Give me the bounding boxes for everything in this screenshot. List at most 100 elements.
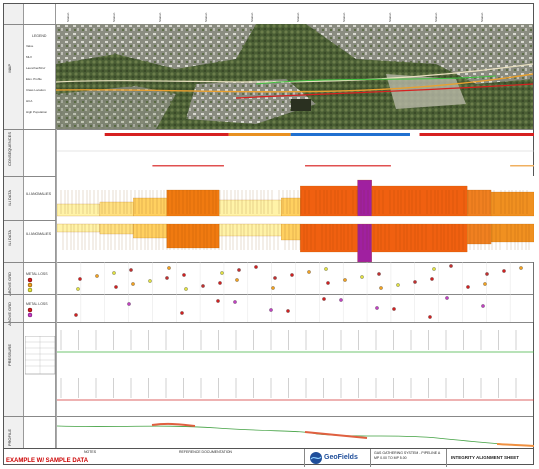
system-cell: GAS GATHERING SYSTEM - PIPELINE A MP 0.0…	[370, 449, 446, 467]
legend-metal-two-title: METAL LOSS	[26, 302, 48, 306]
logo-cell: GeoFields	[304, 449, 370, 467]
row-label-pressure: PRESSURE	[7, 344, 12, 367]
metal-loss-point	[165, 276, 169, 280]
ili-bar	[133, 223, 167, 239]
metal-loss-point	[269, 308, 273, 312]
profile-highlight	[496, 443, 535, 447]
profile-panel	[56, 416, 535, 448]
legend-map-title: LEGEND	[32, 34, 47, 38]
station-label: Station	[342, 12, 346, 22]
metal-loss-point	[76, 287, 80, 291]
metal-loss-point	[271, 286, 275, 290]
station-label: Station	[480, 12, 484, 22]
divider-map	[4, 129, 533, 130]
ili-bar	[300, 223, 358, 253]
legend-item: Valve	[26, 44, 34, 48]
metal-loss-point	[148, 279, 152, 283]
consequence-bar	[510, 165, 534, 167]
legend-item: HCA	[26, 99, 33, 103]
metal-loss-point	[216, 299, 220, 303]
legend-column: LEGEND Valve MLV Launcher/Rcvr Elev. Profil…	[24, 4, 56, 448]
ili-bar	[219, 223, 282, 237]
row-label-ili-one: ILI DATA	[7, 190, 12, 206]
metal-loss-point	[413, 280, 417, 284]
ili-bar	[281, 223, 301, 241]
profile-line	[56, 425, 535, 447]
row-label-consequence: CONSEQUENCES	[7, 132, 12, 167]
metal-loss-point	[237, 268, 241, 272]
profile-highlight	[304, 431, 368, 439]
metal-loss-point	[182, 273, 186, 277]
ili-bar	[371, 185, 468, 217]
metal-loss-point	[466, 285, 470, 289]
metal-loss-point	[112, 271, 116, 275]
metal-loss-panel-two	[56, 294, 535, 322]
metal-loss-point	[233, 300, 237, 304]
ili-bar	[371, 223, 468, 253]
station-label: Station	[112, 12, 116, 22]
pressure-panel	[56, 322, 534, 416]
metal-loss-point	[519, 266, 523, 270]
metal-loss-point	[218, 281, 222, 285]
station-label: Station	[434, 12, 438, 22]
alignment-sheet: MAP CONSEQUENCES ILI DATA ILI DATA ABOVE…	[3, 3, 535, 467]
metal-loss-chart-one	[56, 262, 535, 294]
metal-loss-point	[396, 283, 400, 287]
ili-bar	[490, 223, 535, 243]
station-label: Station	[250, 12, 254, 22]
row-label-profile: PROFILE	[7, 429, 12, 447]
consequence-bar	[152, 165, 224, 167]
metal-loss-point	[428, 315, 432, 319]
legend-item: Class Location	[26, 88, 46, 92]
metal-loss-point	[95, 274, 99, 278]
divider-above-two	[4, 322, 533, 323]
metal-loss-point	[430, 277, 434, 281]
ili-panel-two	[56, 220, 535, 264]
metal-loss-point	[74, 313, 78, 317]
row-label-map: MAP	[7, 64, 12, 73]
ili-chart-one	[56, 176, 535, 220]
row-label-above-one: ABOVE GRD	[7, 272, 12, 296]
ili-chart-two	[56, 220, 535, 264]
ili-bar	[99, 223, 134, 235]
divider-above-one	[4, 294, 533, 295]
consequence-chart	[57, 133, 534, 167]
metal-loss-point	[235, 278, 239, 282]
ili-bar	[490, 191, 535, 217]
divider-ili-two	[4, 262, 533, 263]
profile-chart	[56, 422, 535, 447]
metal-loss-point	[307, 270, 311, 274]
metal-loss-point	[286, 309, 290, 313]
station-label: Station	[158, 12, 162, 22]
metal-loss-point	[78, 277, 82, 281]
metal-loss-point	[254, 265, 258, 269]
aerial-map	[56, 24, 533, 129]
metal-loss-point	[379, 286, 383, 290]
aerial-map-image	[56, 24, 533, 129]
legend-pressure-table	[25, 336, 56, 375]
legend-metal-one-title: METAL LOSS	[26, 272, 48, 276]
legend-item: High Population	[26, 110, 48, 114]
example-label: EXAMPLE W/ SAMPLE DATA	[6, 458, 89, 464]
ili-bar	[357, 179, 372, 217]
ili-bar	[166, 189, 220, 217]
row-label-band: MAP CONSEQUENCES ILI DATA ILI DATA ABOVE…	[4, 4, 24, 448]
consequence-bar	[104, 133, 229, 136]
ili-bar	[357, 223, 372, 263]
metal-loss-point	[377, 272, 381, 276]
ili-bar	[300, 185, 358, 217]
metal-loss-point	[324, 267, 328, 271]
sheet-title: INTEGRITY ALIGNMENT SHEET	[451, 455, 520, 460]
metal-loss-point	[485, 272, 489, 276]
legend-metal-one-swatches	[27, 277, 33, 293]
metal-loss-panel-one	[56, 262, 535, 294]
metal-loss-point	[201, 284, 205, 288]
metal-loss-point	[343, 278, 347, 282]
station-label: Station	[204, 12, 208, 22]
station-label: Station	[296, 12, 300, 22]
station-label: Station	[388, 12, 392, 22]
consequence-bar	[228, 133, 291, 136]
metal-loss-point	[392, 307, 396, 311]
system-line-two: MP 0.00 TO MP 5.00	[374, 456, 407, 460]
metal-loss-point	[180, 311, 184, 315]
